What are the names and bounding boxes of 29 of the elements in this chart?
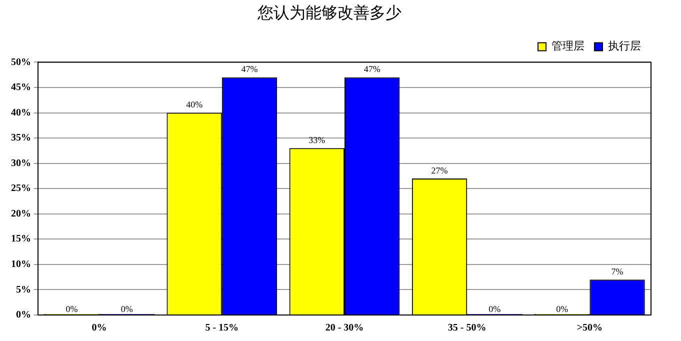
x-tick-label: 20 - 30%	[325, 322, 364, 334]
y-tick-label: 45%	[11, 82, 31, 94]
y-tick-label: 20%	[11, 208, 31, 220]
y-tick-label: 25%	[11, 183, 31, 194]
y-tick-label: 15%	[11, 234, 31, 245]
y-tick-label: 5%	[16, 284, 31, 296]
y-tick-label: 10%	[11, 259, 31, 270]
data-label: 33%	[308, 135, 326, 146]
x-tick-label: 35 - 50%	[448, 322, 486, 334]
y-tick-label: 0%	[16, 310, 31, 321]
legend-label: 执行层	[608, 40, 641, 53]
legend-label: 管理层	[552, 40, 584, 53]
x-tick-label: 0%	[92, 322, 107, 334]
data-label: 0%	[120, 304, 134, 314]
data-label: 0%	[556, 304, 569, 314]
data-label: 7%	[611, 266, 624, 276]
x-tick-label: >50%	[576, 322, 603, 334]
data-label: 40%	[186, 100, 204, 110]
data-label: 47%	[364, 64, 381, 74]
x-tick-label: 5 - 15%	[205, 322, 239, 334]
y-tick-label: 50%	[11, 56, 31, 68]
data-label: 0%	[488, 304, 502, 314]
chart-title: 您认为能够改善多少	[256, 2, 402, 22]
y-tick-label: 30%	[11, 158, 31, 169]
y-tick-label: 35%	[11, 132, 31, 144]
data-label: 47%	[241, 64, 258, 74]
data-label: 27%	[431, 165, 448, 176]
data-label: 0%	[66, 304, 78, 314]
y-tick-label: 40%	[11, 107, 31, 118]
